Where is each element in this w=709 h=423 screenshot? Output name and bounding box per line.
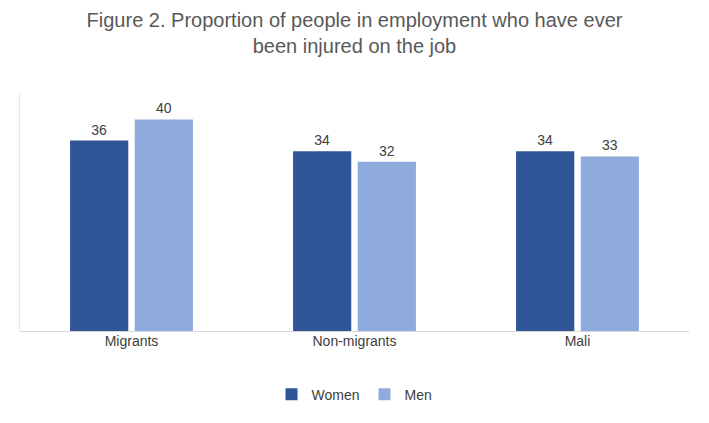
svg-text:32: 32 bbox=[379, 143, 395, 159]
svg-text:36: 36 bbox=[91, 122, 107, 138]
svg-text:Men: Men bbox=[404, 387, 431, 403]
svg-text:34: 34 bbox=[537, 132, 553, 148]
svg-text:Migrants: Migrants bbox=[105, 333, 159, 349]
svg-text:Non-migrants: Non-migrants bbox=[312, 333, 396, 349]
svg-text:40: 40 bbox=[156, 100, 172, 116]
svg-text:Women: Women bbox=[312, 387, 360, 403]
svg-text:33: 33 bbox=[602, 137, 618, 153]
svg-text:Figure 2. Proportion of people: Figure 2. Proportion of people in employ… bbox=[87, 9, 623, 57]
svg-text:34: 34 bbox=[314, 132, 330, 148]
svg-text:Mali: Mali bbox=[565, 333, 591, 349]
